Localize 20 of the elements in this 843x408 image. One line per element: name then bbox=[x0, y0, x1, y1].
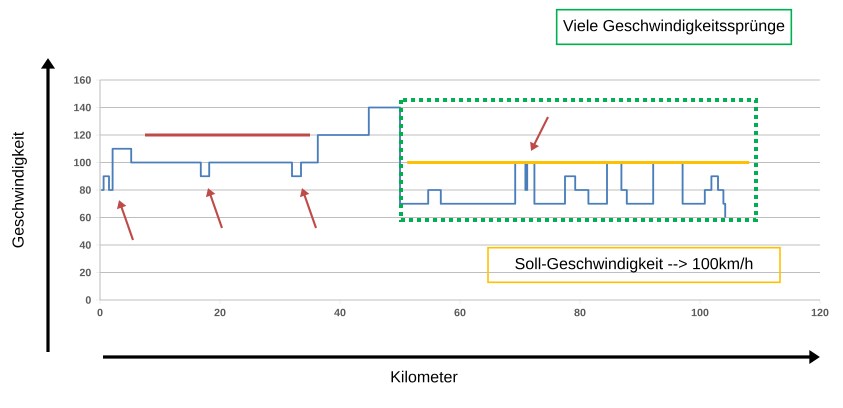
y-tick-label: 140 bbox=[74, 104, 91, 112]
y-tick-label: 80 bbox=[80, 186, 91, 194]
x-tick-label: 120 bbox=[812, 308, 828, 316]
y-tick-label: 0 bbox=[86, 296, 91, 304]
annotation: Soll-Geschwindigkeit --> 100km/h bbox=[515, 258, 752, 272]
x-tick-label: 20 bbox=[214, 308, 226, 316]
y-tick-label: 120 bbox=[74, 131, 91, 139]
y-tick-label: 40 bbox=[80, 241, 91, 249]
y-tick-label: 100 bbox=[74, 158, 91, 166]
x-tick-label: 40 bbox=[334, 308, 346, 316]
y-tick-label: 60 bbox=[80, 214, 91, 222]
x-tick-label: 60 bbox=[454, 308, 466, 316]
x-axis-title: Kilometer bbox=[392, 370, 458, 382]
x-tick-label: 80 bbox=[574, 308, 586, 316]
x-tick-label: 100 bbox=[692, 308, 708, 316]
text: Viele Geschwindigkeitssprünge bbox=[563, 20, 784, 34]
y-tick-label: 160 bbox=[74, 76, 91, 84]
x-tick-label: 0 bbox=[97, 308, 103, 316]
y-tick-label: 20 bbox=[80, 268, 91, 276]
y-axis-title: Geschwindigkeit bbox=[12, 132, 27, 248]
